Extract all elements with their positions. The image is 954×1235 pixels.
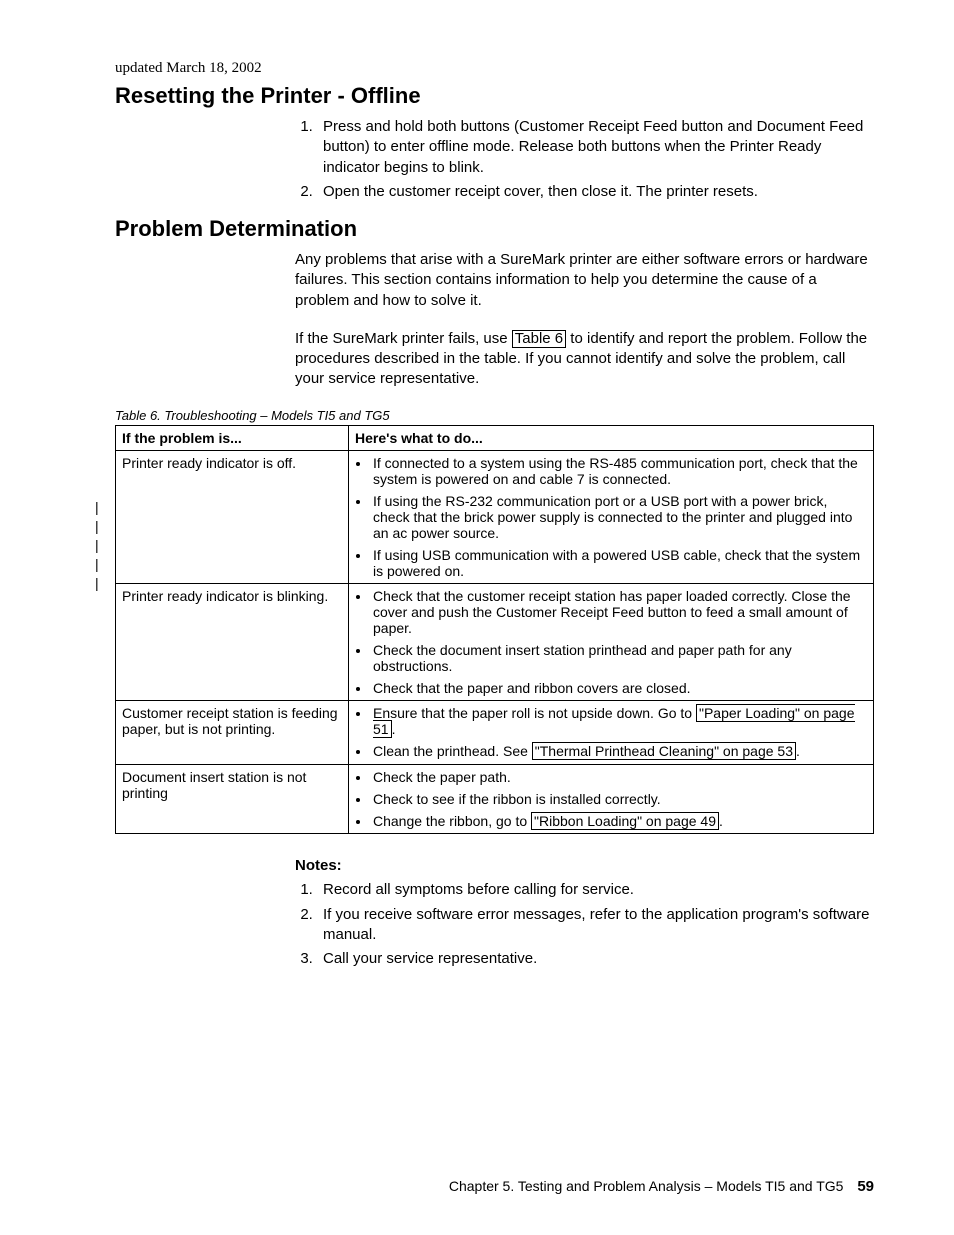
section2-body: Any problems that arise with a SureMark …: [295, 250, 874, 390]
list-item: If you receive software error messages, …: [317, 905, 874, 946]
table-row: Document insert station is not printing …: [116, 764, 874, 833]
table-row: Printer ready indicator is blinking. Che…: [116, 583, 874, 700]
column-header-action: Here's what to do...: [349, 425, 874, 450]
text-run: Clean the printhead. See: [373, 743, 532, 759]
change-bar: |||||: [95, 498, 99, 592]
troubleshooting-table: If the problem is... Here's what to do..…: [115, 425, 874, 835]
column-header-problem: If the problem is...: [116, 425, 349, 450]
list-item: Check that the customer receipt station …: [371, 588, 867, 636]
text-run: .: [796, 743, 800, 759]
table-caption: Table 6. Troubleshooting – Models TI5 an…: [115, 408, 874, 423]
list-item: Check the paper path.: [371, 769, 867, 785]
list-item: If using the RS-232 communication port o…: [371, 493, 867, 541]
list-item: Check that the paper and ribbon covers a…: [371, 680, 867, 696]
list-item: Check the document insert station printh…: [371, 642, 867, 674]
list-item: Change the ribbon, go to "Ribbon Loading…: [371, 813, 867, 829]
list-item: If connected to a system using the RS-48…: [371, 455, 867, 487]
footer-chapter: Chapter 5. Testing and Problem Analysis …: [449, 1178, 844, 1194]
text-run: .: [392, 721, 396, 737]
action-cell: Check the paper path. Check to see if th…: [349, 764, 874, 833]
footer-page-number: 59: [857, 1178, 874, 1195]
table-row: Customer receipt station is feeding pape…: [116, 700, 874, 764]
paragraph: Any problems that arise with a SureMark …: [295, 250, 874, 311]
action-cell: Ensure that the paper roll is not upside…: [349, 700, 874, 764]
notes-heading: Notes:: [295, 856, 874, 876]
page-ref-link[interactable]: "Ribbon Loading" on page 49: [531, 812, 719, 830]
page-container: updated March 18, 2002 Resetting the Pri…: [0, 0, 954, 1235]
update-date: updated March 18, 2002: [115, 60, 874, 77]
list-item: Clean the printhead. See "Thermal Printh…: [371, 743, 867, 759]
table-row: Printer ready indicator is off. If conne…: [116, 450, 874, 583]
list-item: Ensure that the paper roll is not upside…: [371, 705, 867, 738]
list-item: Record all symptoms before calling for s…: [317, 880, 874, 900]
heading-resetting: Resetting the Printer - Offline: [115, 83, 874, 109]
page-footer: Chapter 5. Testing and Problem Analysis …: [449, 1178, 874, 1195]
problem-cell: Customer receipt station is feeding pape…: [116, 700, 349, 764]
action-cell: If connected to a system using the RS-48…: [349, 450, 874, 583]
list-item: Press and hold both buttons (Customer Re…: [317, 117, 874, 178]
list-item: Call your service representative.: [317, 949, 874, 969]
problem-cell: Printer ready indicator is blinking.: [116, 583, 349, 700]
notes-list: Record all symptoms before calling for s…: [295, 880, 874, 969]
action-cell: Check that the customer receipt station …: [349, 583, 874, 700]
list-item: If using USB communication with a powere…: [371, 547, 867, 579]
resetting-steps: Press and hold both buttons (Customer Re…: [295, 117, 874, 202]
notes-section: Notes: Record all symptoms before callin…: [295, 856, 874, 969]
page-ref-link[interactable]: "Thermal Printhead Cleaning" on page 53: [532, 742, 796, 760]
table-header-row: If the problem is... Here's what to do..…: [116, 425, 874, 450]
list-item: Check to see if the ribbon is installed …: [371, 791, 867, 807]
text-run: .: [719, 813, 723, 829]
text-run: If the SureMark printer fails, use: [295, 330, 512, 347]
problem-cell: Document insert station is not printing: [116, 764, 349, 833]
table-ref-link[interactable]: Table 6: [512, 330, 566, 349]
paragraph: If the SureMark printer fails, use Table…: [295, 329, 874, 390]
list-item: Open the customer receipt cover, then cl…: [317, 182, 874, 202]
section1-body: Press and hold both buttons (Customer Re…: [295, 117, 874, 202]
heading-problem-determination: Problem Determination: [115, 216, 874, 242]
problem-cell: Printer ready indicator is off.: [116, 450, 349, 583]
text-run: Ensure that the paper roll is not upside…: [373, 705, 696, 721]
text-run: Change the ribbon, go to: [373, 813, 531, 829]
